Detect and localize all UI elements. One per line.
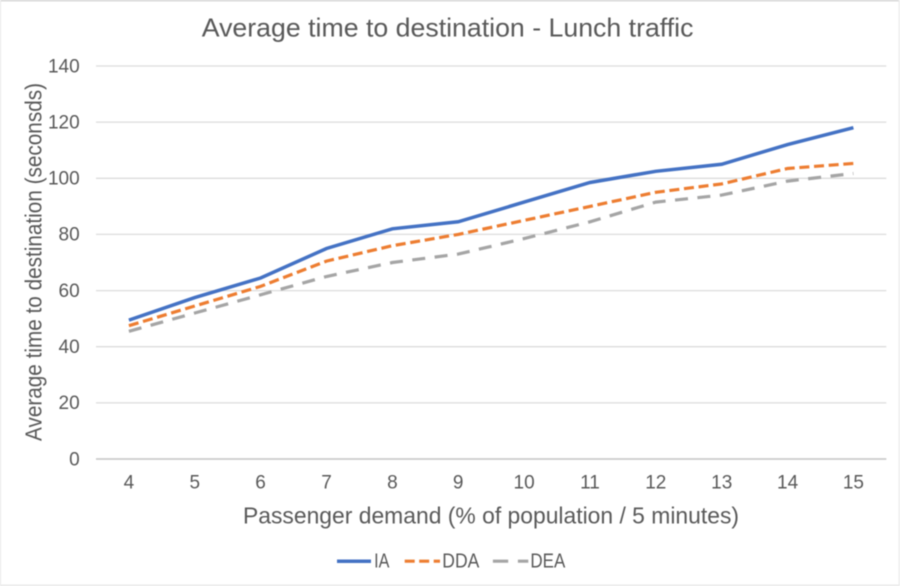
svg-text:4: 4 [124,473,135,494]
svg-text:0: 0 [69,449,80,470]
svg-text:11: 11 [580,473,600,494]
svg-text:100: 100 [48,169,80,190]
svg-text:8: 8 [387,473,398,494]
svg-text:120: 120 [48,112,80,133]
svg-text:5: 5 [190,473,201,494]
svg-text:DDA: DDA [442,551,480,573]
svg-text:Passenger demand (% of populat: Passenger demand (% of population / 5 mi… [243,502,739,528]
svg-text:14: 14 [777,473,799,494]
svg-text:140: 140 [48,56,80,77]
svg-text:IA: IA [374,551,390,573]
svg-text:20: 20 [59,393,80,414]
svg-text:10: 10 [514,473,535,494]
svg-text:15: 15 [843,473,864,494]
svg-text:13: 13 [711,473,732,494]
svg-text:Average time to destination -: Average time to destination - Lunch traf… [202,13,694,43]
svg-text:9: 9 [453,473,464,494]
svg-text:Average time to destination (s: Average time to destination (seconsds) [21,83,47,441]
svg-text:80: 80 [59,225,80,246]
svg-text:7: 7 [321,473,332,494]
svg-text:DEA: DEA [530,551,565,573]
svg-text:40: 40 [59,337,80,358]
svg-text:60: 60 [59,281,80,302]
svg-text:6: 6 [255,473,266,494]
svg-text:12: 12 [645,473,666,494]
